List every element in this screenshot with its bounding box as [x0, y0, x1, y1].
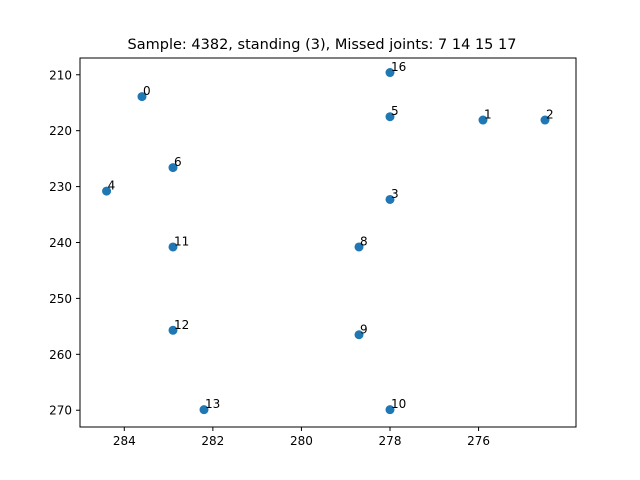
- point-joint-12: [168, 325, 178, 335]
- point-joint-2: [540, 115, 550, 125]
- point-joint-13: [199, 405, 209, 415]
- chart-title: Sample: 4382, standing (3), Missed joint…: [128, 37, 517, 53]
- x-tick-label: 284: [113, 434, 136, 448]
- point-label: 1: [484, 108, 492, 122]
- y-tick-label: 220: [49, 124, 72, 138]
- point-label: 12: [174, 318, 189, 332]
- y-tick-label: 250: [49, 292, 72, 306]
- x-tick-label: 280: [290, 434, 313, 448]
- point-label: 11: [174, 234, 189, 248]
- x-tick-label: 276: [467, 434, 490, 448]
- point-joint-4: [102, 186, 112, 196]
- point-label: 6: [174, 155, 182, 169]
- x-tick-label: 278: [379, 434, 402, 448]
- x-axis: 284 282 280 278 276: [113, 427, 490, 448]
- point-joint-16: [385, 68, 395, 78]
- point-label: 9: [360, 322, 368, 336]
- point-joint-9: [354, 330, 364, 340]
- point-label: 3: [391, 187, 399, 201]
- y-axis: 210 220 230 240 250 260 270: [49, 68, 80, 418]
- point-label: 8: [360, 234, 368, 248]
- point-joint-3: [385, 194, 395, 204]
- x-tick-label: 282: [201, 434, 224, 448]
- point-label: 2: [546, 108, 554, 122]
- point-joint-1: [478, 115, 488, 125]
- point-label: 13: [205, 397, 220, 411]
- point-label: 16: [391, 60, 406, 74]
- point-joint-0: [137, 92, 147, 102]
- y-tick-label: 230: [49, 180, 72, 194]
- y-tick-label: 270: [49, 404, 72, 418]
- y-tick-label: 210: [49, 68, 72, 82]
- point-label: 5: [391, 104, 399, 118]
- plot-frame: [79, 57, 577, 428]
- point-joint-5: [385, 112, 395, 122]
- point-joint-6: [168, 163, 178, 173]
- point-joint-11: [168, 242, 178, 252]
- point-joint-10: [385, 405, 395, 415]
- point-label: 4: [108, 179, 116, 193]
- point-label: 0: [143, 84, 151, 98]
- point-joint-8: [354, 242, 364, 252]
- point-label: 10: [391, 397, 406, 411]
- y-tick-label: 240: [49, 236, 72, 250]
- y-tick-label: 260: [49, 348, 72, 362]
